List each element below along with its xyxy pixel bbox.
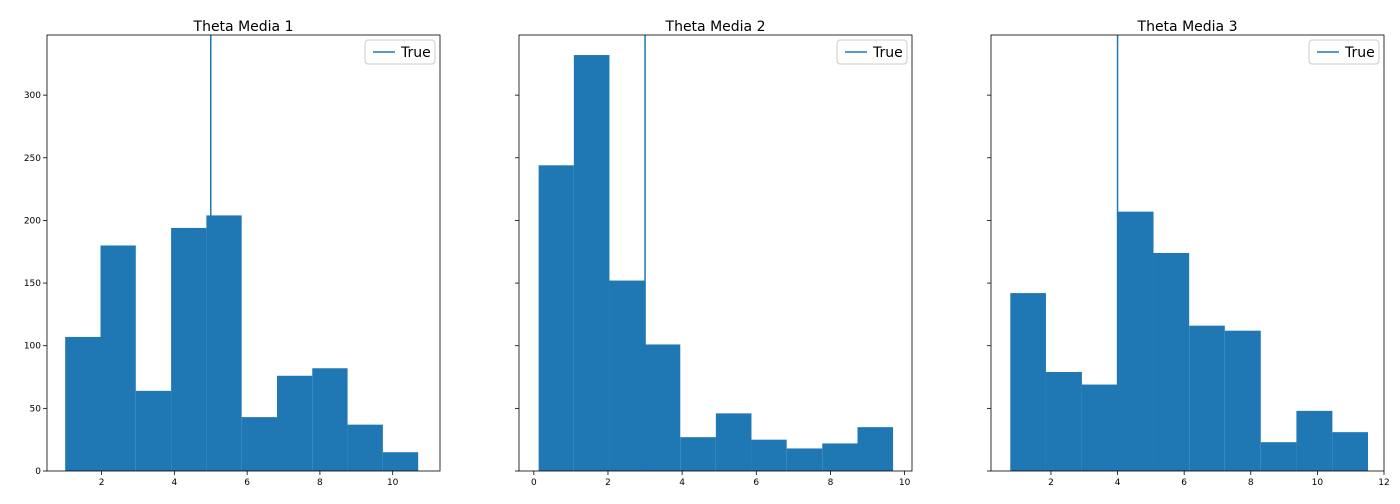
histogram-bar [241, 417, 277, 471]
x-tick-label: 8 [828, 478, 834, 488]
histogram-bar [135, 390, 172, 471]
histogram-bar [786, 448, 823, 471]
histogram-bar [857, 427, 894, 471]
histogram-bar [382, 452, 419, 471]
histogram-bar [312, 368, 348, 471]
histogram-bar [100, 245, 136, 471]
x-tick-label: 6 [753, 478, 759, 488]
axes-frame [46, 34, 441, 472]
x-tick-label: 12 [1378, 478, 1389, 488]
x-tick-label: 6 [1181, 478, 1187, 488]
histogram-bar [1010, 293, 1046, 471]
subplot-2: 0 2 4 6 8 10 Theta Media 2 True [515, 19, 913, 488]
histogram-bar [645, 344, 681, 471]
histogram-bar [1117, 211, 1154, 471]
histogram-bar [347, 424, 383, 471]
histogram-bar [1153, 253, 1190, 471]
histogram-bar [609, 280, 646, 471]
y-tick-label: 300 [24, 91, 41, 101]
histogram-bar [171, 227, 207, 471]
x-tick-label: 2 [1048, 478, 1054, 488]
histogram-bar [1224, 330, 1261, 471]
histogram-bar [276, 375, 313, 471]
x-tick-label: 4 [1115, 478, 1121, 488]
x-tick-label: 4 [679, 478, 685, 488]
legend-label: True [400, 45, 431, 61]
histogram-bar [1189, 325, 1225, 471]
legend-box [836, 39, 908, 65]
histogram-bar [1296, 410, 1333, 471]
y-tick-label: 100 [24, 342, 41, 352]
x-tick-label: 2 [99, 478, 105, 488]
subplot-title: Theta Media 1 [193, 19, 294, 35]
x-tick-label: 10 [1312, 478, 1324, 488]
x-tick-label: 10 [899, 478, 911, 488]
y-tick-label: 50 [30, 404, 42, 414]
x-tick-label: 8 [1248, 478, 1254, 488]
histogram-bar [573, 55, 610, 472]
legend-box [364, 39, 436, 65]
subplot-title: Theta Media 3 [1137, 19, 1238, 35]
histogram-bar [822, 443, 858, 471]
subplot-3: 2 4 6 8 10 12 Theta Media 3 True [987, 19, 1390, 488]
x-tick-label: 2 [605, 478, 611, 488]
histogram-bar [1081, 384, 1118, 471]
x-tick-label: 6 [244, 478, 250, 488]
histogram-bar [1332, 432, 1369, 471]
legend-box [1308, 39, 1380, 65]
histogram-bar [1045, 372, 1082, 471]
x-tick-label: 10 [387, 478, 399, 488]
histogram-bar [65, 336, 101, 471]
histogram-bar [538, 165, 574, 472]
histogram-bar [751, 439, 787, 471]
y-tick-label: 0 [35, 467, 41, 477]
y-tick-label: 150 [24, 279, 41, 289]
y-tick-label: 250 [24, 154, 41, 164]
histogram-bar [1260, 442, 1297, 471]
x-tick-label: 8 [317, 478, 323, 488]
y-tick-label: 200 [24, 216, 41, 226]
subplot-title: Theta Media 2 [665, 19, 766, 35]
histogram-bar [206, 215, 242, 471]
x-tick-label: 4 [171, 478, 177, 488]
axes-frame [518, 34, 913, 472]
histogram-bar [680, 437, 716, 471]
histogram-bar [715, 413, 752, 471]
legend-label: True [872, 45, 903, 61]
x-tick-label: 0 [531, 478, 537, 488]
axes-frame [990, 34, 1385, 472]
legend-label: True [1344, 45, 1375, 61]
